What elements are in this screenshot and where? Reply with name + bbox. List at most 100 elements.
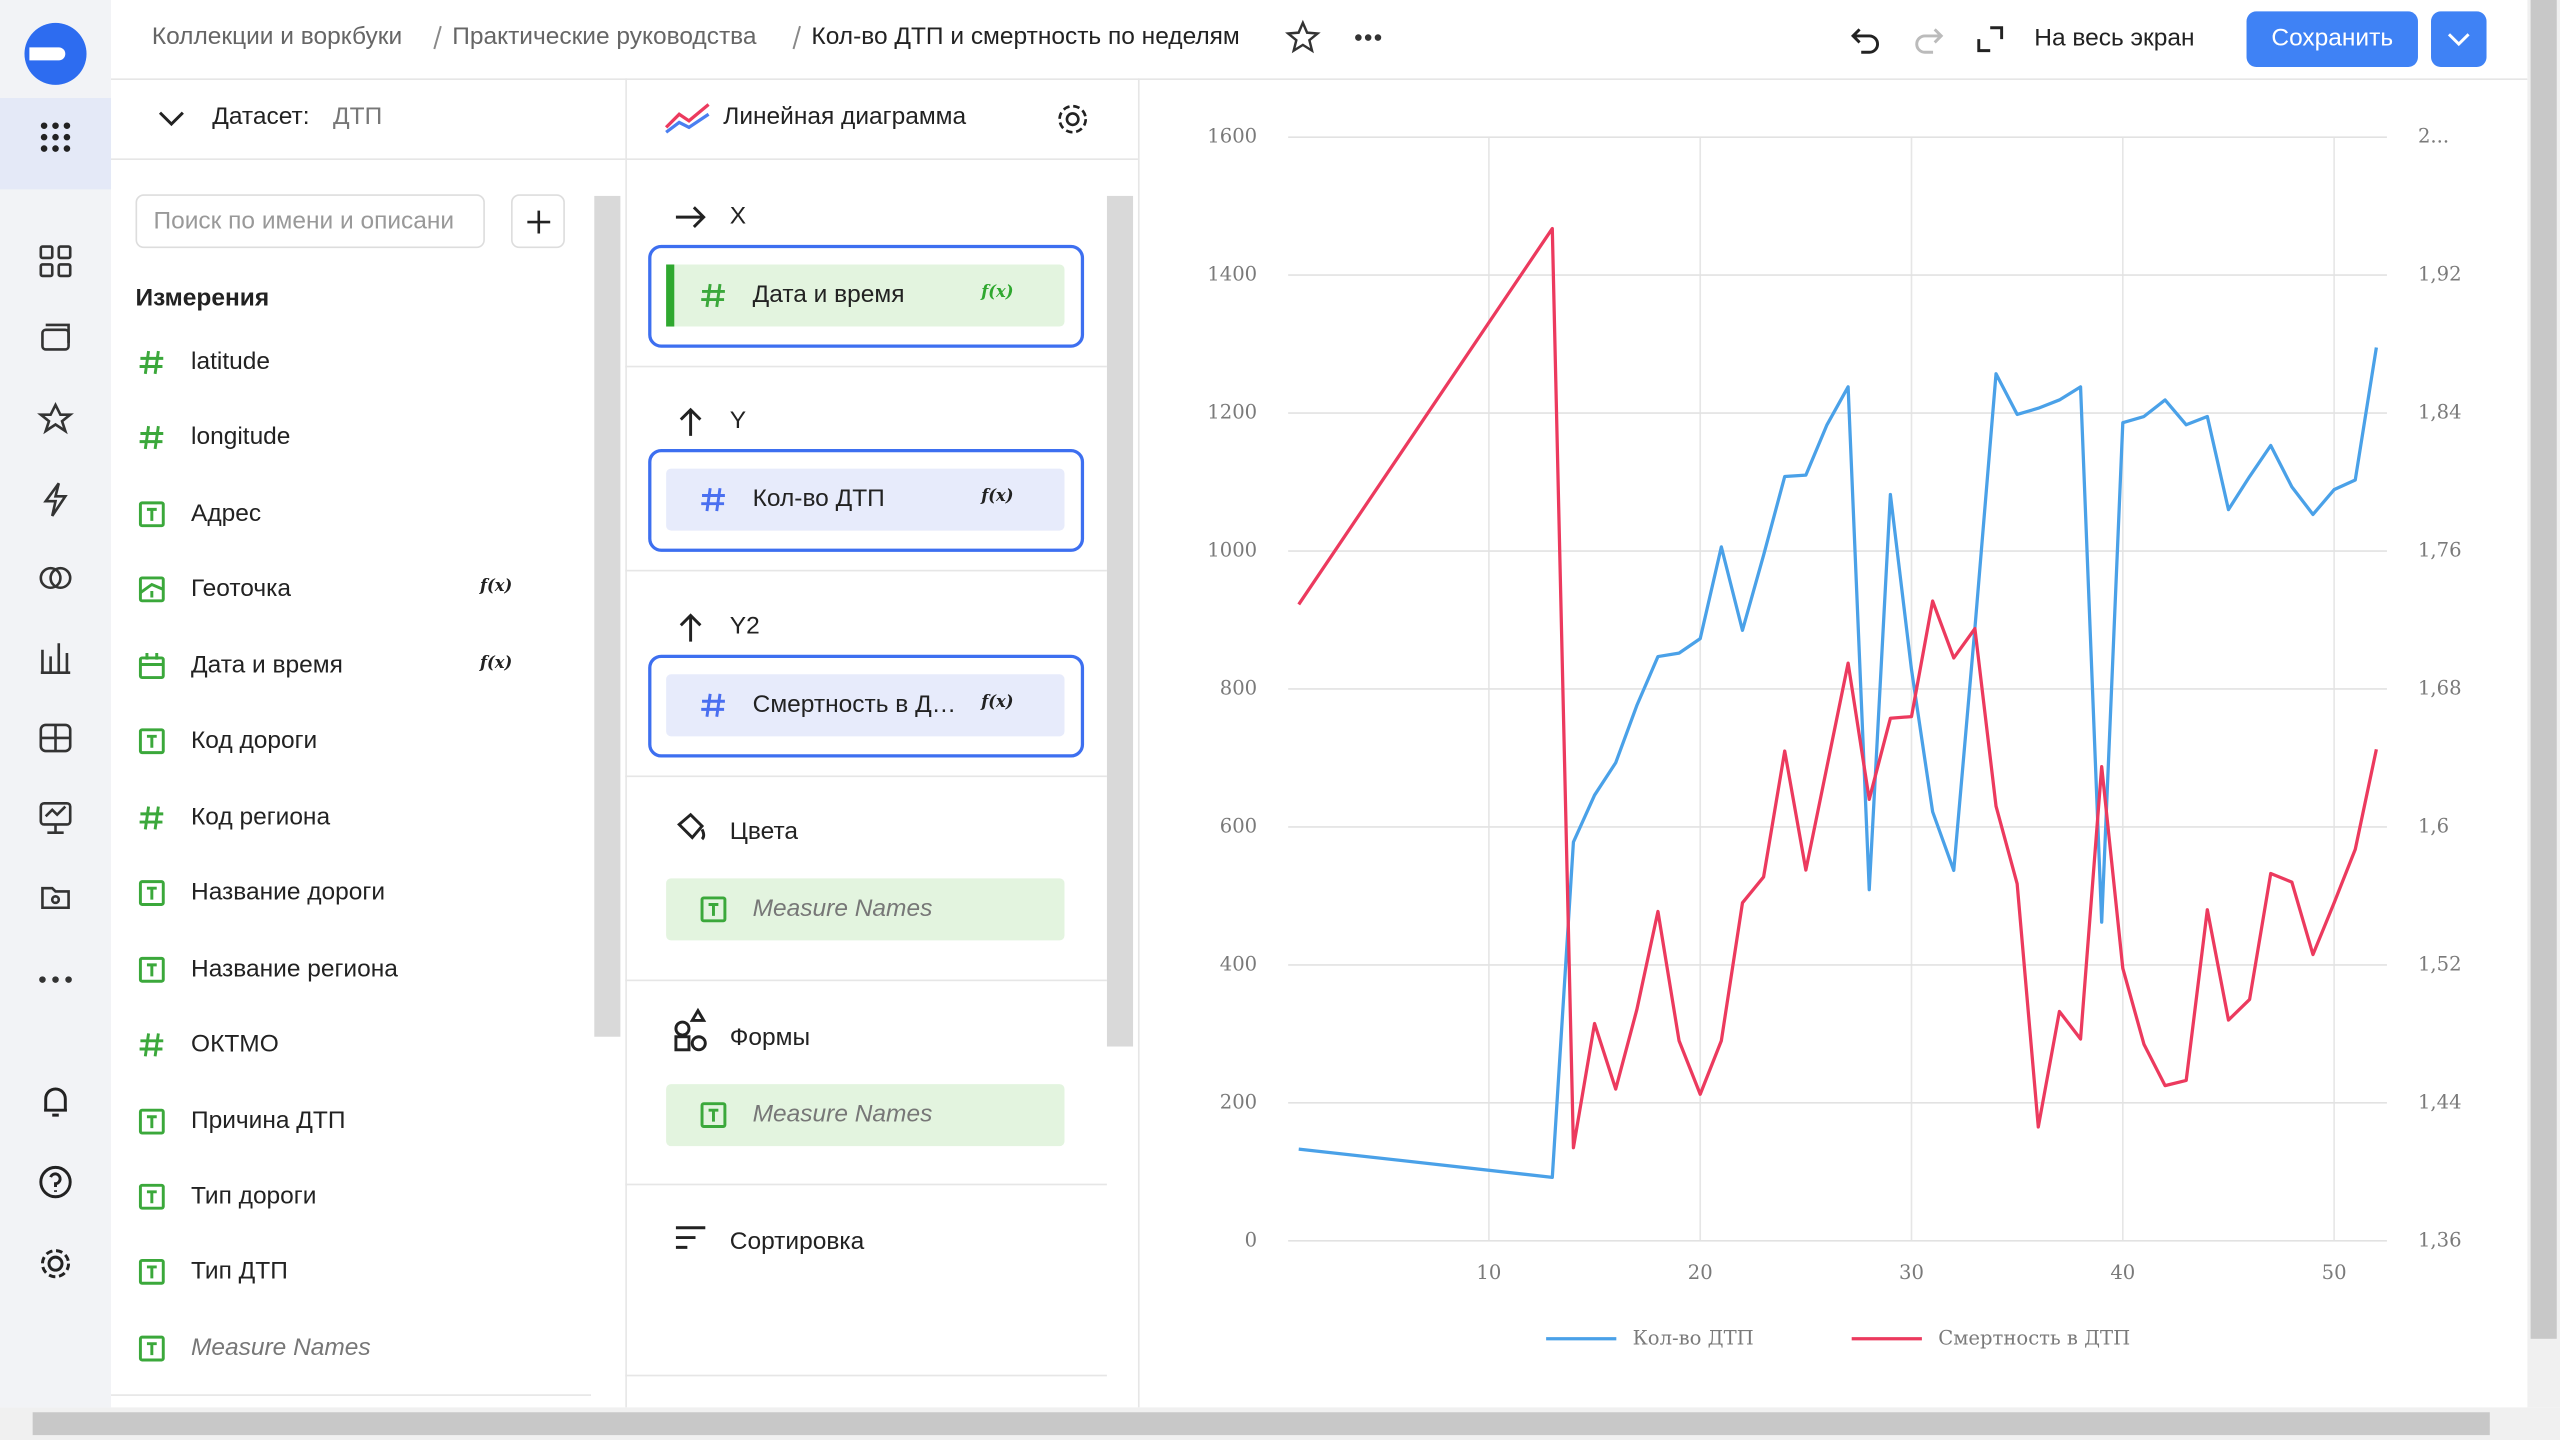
legend-label[interactable]: Кол-во ДТП <box>1633 1326 1754 1349</box>
icon-stroke <box>138 1259 165 1286</box>
y-tick-label: 1400 <box>1207 263 1257 286</box>
y2-tick-label: 1,44 <box>2418 1090 2462 1113</box>
field-name[interactable]: Тип ДТП <box>191 1257 288 1286</box>
icon-stroke <box>139 350 164 375</box>
field-chip[interactable] <box>666 468 1065 531</box>
section-title: Цвета <box>729 817 799 846</box>
field-type-icon <box>138 1183 165 1210</box>
breadcrumb[interactable]: Практические руководства <box>452 22 757 51</box>
formula-badge: f(x) <box>981 693 1014 712</box>
icon-stroke <box>146 735 157 749</box>
field-chip[interactable] <box>666 674 1065 737</box>
undo-redo[interactable] <box>1850 23 1949 56</box>
icon-stroke <box>138 1107 165 1134</box>
icon-stroke <box>146 962 157 976</box>
icon-stroke <box>139 583 164 599</box>
icon-stroke <box>700 896 727 923</box>
field-type-icon <box>138 577 165 603</box>
search-input[interactable]: Поиск по имени и описани <box>135 194 485 249</box>
scrollbar[interactable] <box>594 195 621 1037</box>
chevron <box>2447 33 2470 47</box>
fullscreen-button[interactable]: На весь экран <box>2034 24 2195 53</box>
breadcrumb-separator <box>792 25 801 50</box>
field-name[interactable]: ОКТМО <box>191 1030 279 1059</box>
horizontal-scrollbar[interactable] <box>0 1407 2560 1440</box>
legend-label[interactable]: Смертность в ДТП <box>1938 1326 2130 1349</box>
more-button[interactable] <box>1353 33 1386 43</box>
logo[interactable] <box>23 21 88 86</box>
y-tick-label: 1600 <box>1207 125 1257 148</box>
field-name[interactable]: Measure Names <box>191 1333 371 1362</box>
field-chip[interactable] <box>666 1084 1065 1147</box>
add-field-button[interactable] <box>511 194 565 249</box>
field-name[interactable]: Дата и время <box>191 651 343 679</box>
field-type-icon <box>138 1107 165 1134</box>
field-name[interactable]: Адрес <box>191 499 262 528</box>
chart: 10 20 30 40 50 0 200 400 600 800 1000 1200 1400 1600 1… <box>1207 125 2462 1350</box>
page-title: Кол-во ДТП и смертность по неделям <box>811 22 1240 51</box>
x-tick-label: 30 <box>1899 1261 1924 1284</box>
field-name[interactable]: Название региона <box>191 954 398 983</box>
icon-stroke <box>138 880 165 907</box>
y2-tick-label: 2... <box>2418 125 2449 148</box>
section-divider <box>625 775 1107 778</box>
section-icons <box>674 206 707 1249</box>
field-name[interactable]: Код дороги <box>191 726 318 755</box>
scrollbar[interactable] <box>1106 195 1134 1047</box>
icon-stroke <box>146 1114 157 1128</box>
field-type-icon <box>138 501 165 528</box>
x-tick-label: 40 <box>2110 1261 2135 1284</box>
chip-name: Смертность в Д… <box>752 690 957 719</box>
icon-stroke <box>140 652 164 666</box>
section-divider <box>625 1374 1107 1377</box>
icon-stroke <box>700 1102 727 1128</box>
save-button[interactable]: Сохранить <box>2246 11 2418 67</box>
field-name[interactable]: Геоточка <box>191 575 292 604</box>
icon-stroke <box>138 1183 165 1210</box>
settings-icon[interactable] <box>1056 103 1089 136</box>
y2-tick-label: 1,84 <box>2418 401 2462 424</box>
breadcrumb[interactable]: Коллекции и воркбуки <box>151 22 403 51</box>
vertical-scrollbar[interactable] <box>2527 0 2560 1408</box>
icon-stroke <box>701 283 725 308</box>
field-name[interactable]: Причина ДТП <box>191 1106 346 1134</box>
field-name[interactable]: longitude <box>191 423 291 452</box>
field-name[interactable]: Название дороги <box>191 878 386 907</box>
nav-icons[interactable] <box>37 245 74 1029</box>
dataset-name[interactable]: ДТП <box>333 102 383 131</box>
y2-tick-label: 1,68 <box>2418 676 2462 699</box>
chip-marker <box>666 264 675 327</box>
icon-stroke <box>146 886 157 900</box>
apps-icon[interactable] <box>39 121 72 154</box>
icon-stroke <box>138 656 165 679</box>
y-tick-label: 800 <box>1220 676 1257 699</box>
scroll-thumb[interactable] <box>2530 0 2557 1339</box>
section-title: X <box>729 202 747 231</box>
nav-bottom-icons[interactable] <box>39 1084 72 1280</box>
fullscreen-icon[interactable] <box>1977 26 2004 53</box>
breadcrumb-separator <box>433 25 442 50</box>
y-tick-label: 0 <box>1245 1228 1257 1251</box>
icon-stroke <box>138 1335 165 1362</box>
field-chip[interactable] <box>666 878 1065 941</box>
field-name[interactable]: latitude <box>191 347 270 376</box>
y2-tick-label: 1,6 <box>2418 814 2449 837</box>
field-chip[interactable] <box>666 264 1065 327</box>
nav-rail <box>0 0 112 1408</box>
section-title: Формы <box>729 1023 811 1052</box>
field-name[interactable]: Тип дороги <box>191 1181 317 1210</box>
field-type-icon <box>138 956 165 983</box>
collapse-chevron[interactable] <box>158 111 184 127</box>
field-name[interactable]: Код региона <box>191 802 331 831</box>
chart-type[interactable]: Линейная диаграмма <box>723 102 967 131</box>
icon-stroke <box>701 693 725 717</box>
save-menu-button[interactable] <box>2431 11 2487 67</box>
y2-tick-label: 1,52 <box>2418 952 2462 975</box>
field-type-icon <box>138 1335 165 1362</box>
favorite-star[interactable] <box>1285 19 1321 54</box>
scroll-thumb[interactable] <box>32 1412 2490 1436</box>
formula-badge: f(x) <box>479 654 513 673</box>
field-type-icon <box>138 652 165 679</box>
field-type-icon <box>700 896 727 923</box>
